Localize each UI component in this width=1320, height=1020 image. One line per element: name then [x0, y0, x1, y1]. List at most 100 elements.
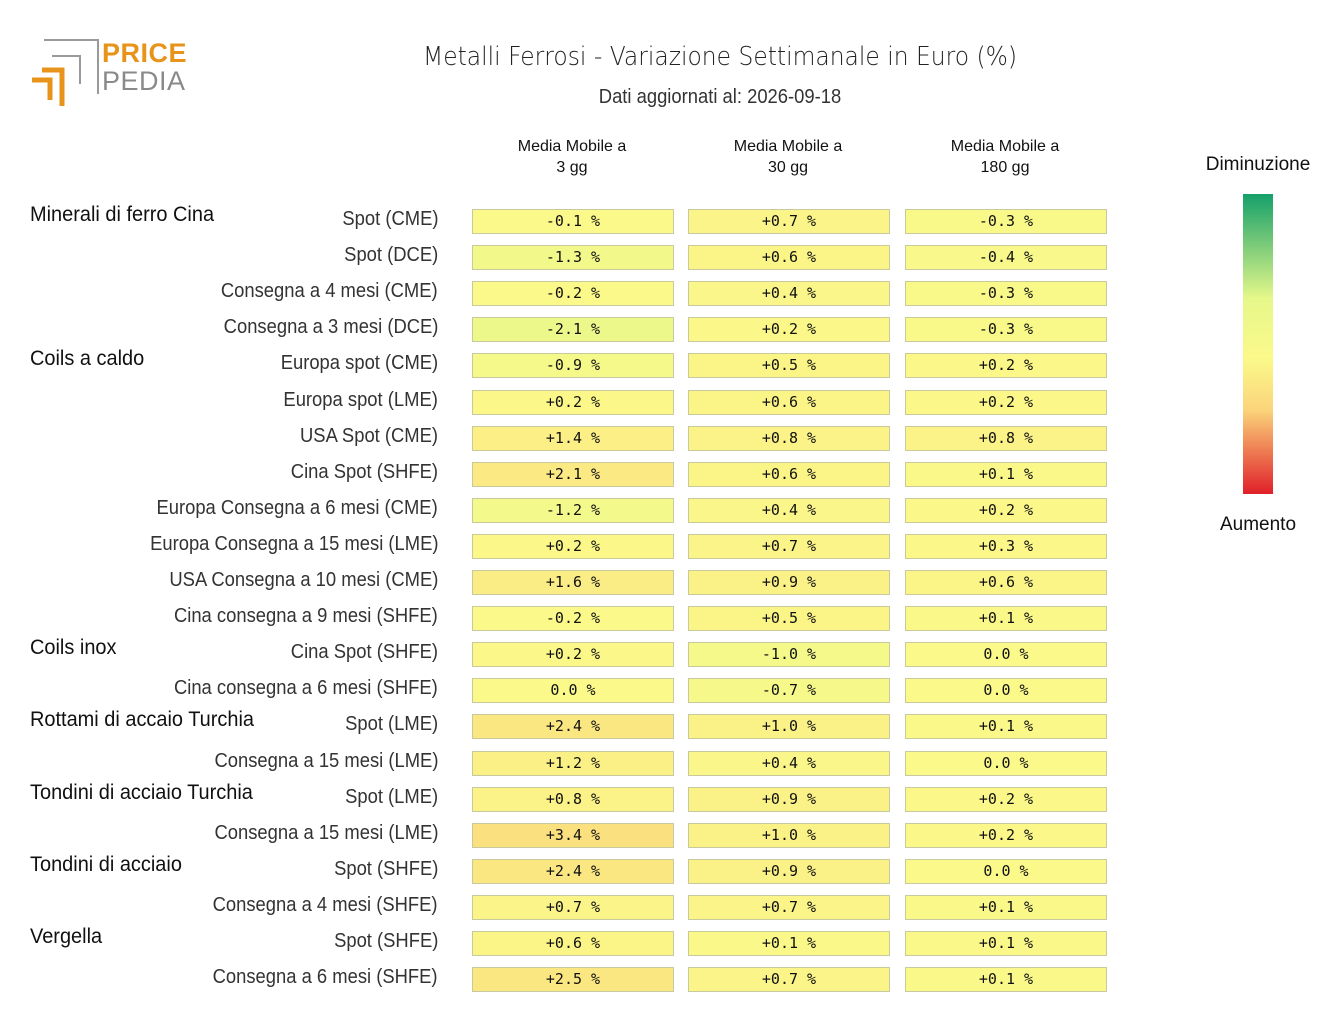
heatmap-cell: 0.0 %	[905, 750, 1107, 776]
color-scale-bar	[1243, 194, 1273, 494]
heatmap-cell: +0.6 %	[905, 570, 1107, 595]
heatmap-cell: +0.7 %	[688, 894, 890, 920]
group-label: Minerali di ferro Cina	[30, 203, 215, 226]
heatmap-cell: +1.4 %	[472, 425, 674, 451]
row-label: Spot (CME)	[341, 208, 438, 230]
heatmap-cell: -0.7 %	[688, 678, 890, 704]
row-label: Spot (LME)	[344, 713, 438, 736]
logo-text-pedia: PEDIA	[102, 66, 186, 96]
group-label: Rottami di accaio Turchia	[30, 708, 254, 732]
heatmap-cell: -0.4 %	[905, 245, 1107, 271]
column-header: Media Mobile a 30 gg	[687, 136, 889, 178]
heatmap-cell: +0.2 %	[472, 642, 674, 668]
row-label: Cina consegna a 9 mesi (SHFE)	[174, 605, 438, 628]
heatmap-cell: +0.5 %	[688, 606, 890, 632]
heatmap-cell: +0.2 %	[905, 497, 1107, 523]
heatmap-cell: +0.7 %	[688, 533, 890, 559]
row-label: Spot (LME)	[344, 785, 438, 808]
column-header: Media Mobile a 180 gg	[904, 136, 1106, 178]
heatmap-cell: +0.2 %	[472, 533, 674, 559]
heatmap-cell: -1.2 %	[472, 497, 674, 523]
row-label: Consegna a 3 mesi (DCE)	[223, 316, 438, 339]
heatmap-cell: -0.9 %	[472, 353, 674, 379]
heatmap-cell: +1.2 %	[472, 750, 674, 776]
heatmap-cell: +0.2 %	[905, 353, 1107, 379]
heatmap-cell: +0.8 %	[905, 425, 1107, 451]
group-label: Tondini di acciaio	[30, 852, 182, 876]
logo-mark-icon	[32, 39, 99, 106]
logo-text-price: PRICE	[102, 38, 188, 68]
column-header-line1: Media Mobile a	[733, 138, 843, 155]
heatmap-cell: +0.1 %	[905, 461, 1107, 487]
heatmap-cell: +2.5 %	[472, 967, 674, 993]
legend-top-label: Diminuzione	[1205, 154, 1311, 175]
heatmap-cell: -0.1 %	[472, 209, 674, 234]
row-label: Europa spot (CME)	[280, 352, 438, 375]
heatmap-cell: +1.6 %	[472, 570, 674, 595]
row-label: USA Spot (CME)	[299, 424, 438, 447]
heatmap-cell: -0.2 %	[472, 606, 674, 632]
heatmap-cell: 0.0 %	[905, 642, 1107, 668]
heatmap-cell: +0.3 %	[905, 533, 1107, 559]
group-label: Vergella	[30, 925, 103, 948]
column-header: Media Mobile a 3 gg	[471, 136, 673, 178]
column-header-line2: 3 gg	[556, 159, 588, 176]
column-header-line2: 180 gg	[980, 159, 1030, 176]
heatmap-cell: 0.0 %	[472, 678, 674, 704]
heatmap-cell: +0.6 %	[688, 461, 890, 487]
heatmap-cell: +0.8 %	[472, 786, 674, 812]
heatmap-cell: +0.6 %	[472, 931, 674, 956]
column-header-line2: 30 gg	[767, 159, 809, 176]
row-label: Europa spot (LME)	[283, 388, 438, 411]
row-label: Europa Consegna a 6 mesi (CME)	[156, 496, 438, 519]
heatmap-cell: +0.1 %	[905, 967, 1107, 993]
heatmap-cell: +0.7 %	[688, 209, 890, 234]
group-label: Coils inox	[30, 636, 117, 660]
heatmap-cell: +1.0 %	[688, 822, 890, 848]
heatmap-cell: +0.1 %	[688, 931, 890, 956]
heatmap-cell: 0.0 %	[905, 678, 1107, 704]
legend-bottom-label: Aumento	[1219, 514, 1297, 535]
row-label: Consegna a 4 mesi (CME)	[221, 280, 438, 303]
heatmap-cell: +0.2 %	[905, 389, 1107, 415]
row-label: Consegna a 6 mesi (SHFE)	[213, 966, 438, 989]
row-label: Spot (SHFE)	[333, 857, 438, 880]
heatmap-cell: +0.8 %	[688, 425, 890, 451]
group-label: Tondini di acciaio Turchia	[30, 780, 253, 804]
heatmap-cell: +0.2 %	[905, 822, 1107, 848]
column-header-line1: Media Mobile a	[950, 138, 1060, 155]
row-label: Cina Spot (SHFE)	[290, 641, 438, 664]
heatmap-cell: -2.1 %	[472, 317, 674, 343]
group-label: Coils a caldo	[30, 347, 145, 371]
heatmap-cell: +0.4 %	[688, 497, 890, 523]
heatmap-cell: +1.0 %	[688, 714, 890, 740]
heatmap-cell: +0.6 %	[688, 245, 890, 271]
row-label: Consegna a 15 mesi (LME)	[214, 749, 438, 772]
heatmap-cell: -1.0 %	[688, 642, 890, 668]
row-label: Cina consegna a 6 mesi (SHFE)	[174, 677, 438, 700]
heatmap-cell: +0.5 %	[688, 353, 890, 379]
row-label: Spot (SHFE)	[333, 930, 438, 952]
heatmap-cell: +0.9 %	[688, 786, 890, 812]
heatmap-cell: -0.3 %	[905, 209, 1107, 234]
heatmap-cell: +2.1 %	[472, 461, 674, 487]
heatmap-cell: +0.7 %	[472, 894, 674, 920]
heatmap-cell: -0.2 %	[472, 281, 674, 307]
heatmap-cell: +0.2 %	[688, 317, 890, 343]
heatmap-cell: +0.6 %	[688, 389, 890, 415]
heatmap-cell: 0.0 %	[905, 858, 1107, 884]
heatmap-cell: +0.9 %	[688, 570, 890, 595]
heatmap-cell: +0.1 %	[905, 894, 1107, 920]
heatmap-cell: -0.3 %	[905, 317, 1107, 343]
row-label: Cina Spot (SHFE)	[290, 460, 438, 483]
heatmap-cell: +0.9 %	[688, 858, 890, 884]
heatmap-cell: +0.1 %	[905, 931, 1107, 956]
row-label: Spot (DCE)	[343, 244, 438, 267]
heatmap-cell: +0.2 %	[905, 786, 1107, 812]
chart-title: Metalli Ferrosi - Variazione Settimanale…	[423, 42, 1017, 72]
heatmap-cell: +2.4 %	[472, 714, 674, 740]
pricepedia-logo: PRICE PEDIA	[30, 38, 200, 110]
heatmap-cell: +0.2 %	[472, 389, 674, 415]
chart-subtitle: Dati aggiornati al: 2026-09-18	[598, 86, 842, 108]
heatmap-cell: +0.4 %	[688, 750, 890, 776]
